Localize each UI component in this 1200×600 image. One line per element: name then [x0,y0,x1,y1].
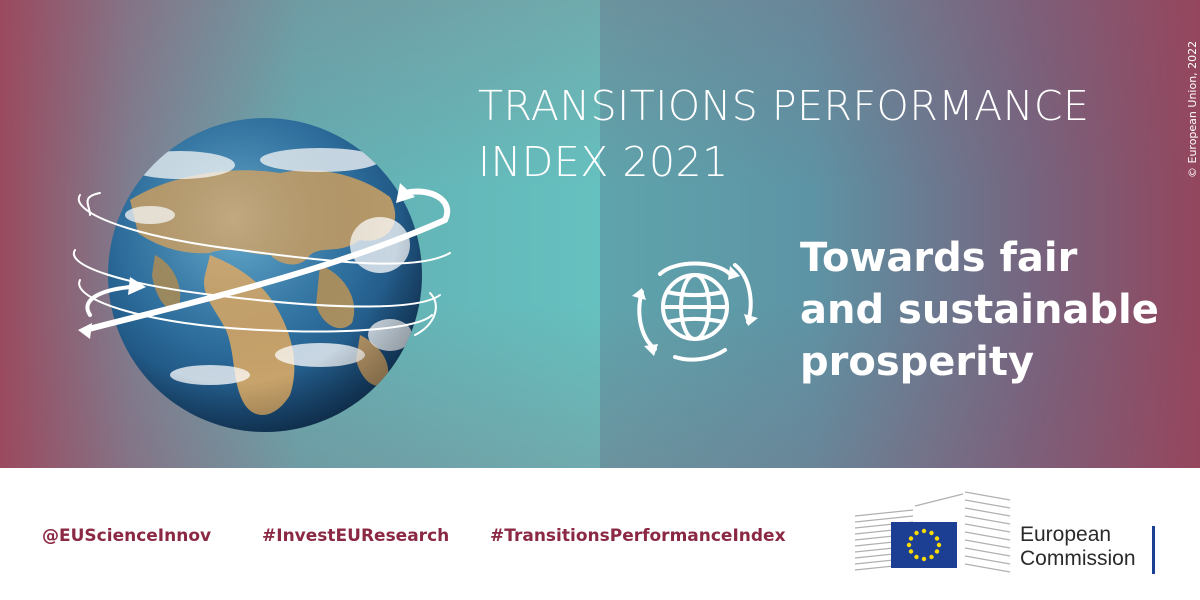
copyright-text: © European Union, 2022 [1186,40,1199,178]
tagline: Towards fair and sustainable prosperity [800,235,1159,385]
european-commission-wordmark: European Commission [1020,523,1136,570]
copyright-notice: © European Union, 2022 [1172,30,1199,190]
social-handle-twitter[interactable]: @EUScienceInnov [42,526,212,546]
hashtag-transitionsperformanceindex[interactable]: #TransitionsPerformanceIndex [490,526,786,546]
footer: @EUScienceInnov #InvestEUResearch #Trans… [0,468,1200,600]
sustainability-globe-icon [632,261,758,362]
european-commission-logo [855,491,1011,573]
brand-divider-bar [1152,526,1155,574]
hashtag-investeuresearch[interactable]: #InvestEUResearch [262,526,450,546]
banner: TRANSITIONS PERFORMANCE INDEX 2021 Towar… [0,0,1200,468]
eu-flag-icon [891,522,957,568]
earth-globe-illustration [72,118,451,432]
right-panel-background [600,0,1200,468]
page-title: TRANSITIONS PERFORMANCE INDEX 2021 [478,82,1090,186]
